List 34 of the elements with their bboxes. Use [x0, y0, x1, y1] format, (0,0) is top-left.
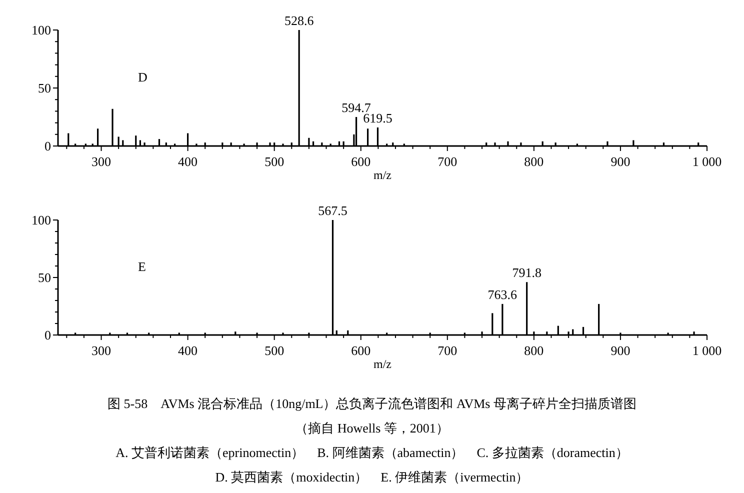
x-tick-label: 1 000 — [692, 343, 722, 358]
annotation: 763.6 — [488, 286, 518, 302]
text: D — [138, 69, 148, 84]
y-tick-label: 100 — [32, 212, 51, 228]
x-tick-label: 500 — [264, 154, 284, 169]
x-tick-label: 300 — [92, 343, 112, 358]
x-tick-label: 900 — [610, 343, 630, 358]
text: （摘自 Howells 等，2001） — [295, 420, 449, 436]
y-tick-label: 50 — [38, 270, 51, 285]
x-tick-label: 400 — [178, 154, 198, 169]
x-tick-label: 400 — [178, 343, 198, 358]
annotation: 567.5 — [318, 203, 348, 218]
x-tick-label: 600 — [351, 154, 371, 169]
annotation: 791.8 — [512, 265, 542, 280]
x-tick-label: 600 — [351, 343, 371, 358]
text: D. 莫西菌素（moxidectin） E. 伊维菌素（ivermectin） — [215, 470, 529, 484]
x-tick-label: 800 — [524, 154, 544, 169]
caption: 图 5-58 AVMs 混合标准品（10ng/mL）总负离子流色谱图和 AVMs 母离子碎片全扫描质谱图 — [108, 396, 636, 411]
x-tick-label: 1 000 — [692, 154, 722, 169]
annotation: 528.6 — [284, 13, 314, 28]
x-axis-title: m/z — [374, 357, 392, 371]
x-tick-label: 300 — [92, 154, 112, 169]
y-tick-label: 50 — [38, 80, 51, 96]
x-axis-title: m/z — [374, 168, 392, 182]
x-tick-label: 700 — [438, 343, 458, 358]
x-tick-label: 900 — [610, 154, 630, 169]
text: A. 艾普利诺菌素（eprinomectin） B. 阿维菌素（abamectin） C. 多拉菌素（doramectin） — [116, 445, 628, 460]
y-tick-label: 100 — [32, 22, 51, 38]
y-tick-label: 0 — [44, 138, 51, 154]
x-tick-label: 500 — [264, 343, 284, 358]
text: E — [138, 259, 146, 274]
x-tick-label: 700 — [438, 154, 458, 169]
y-tick-label: 0 — [44, 328, 51, 342]
x-tick-label: 800 — [524, 343, 544, 358]
